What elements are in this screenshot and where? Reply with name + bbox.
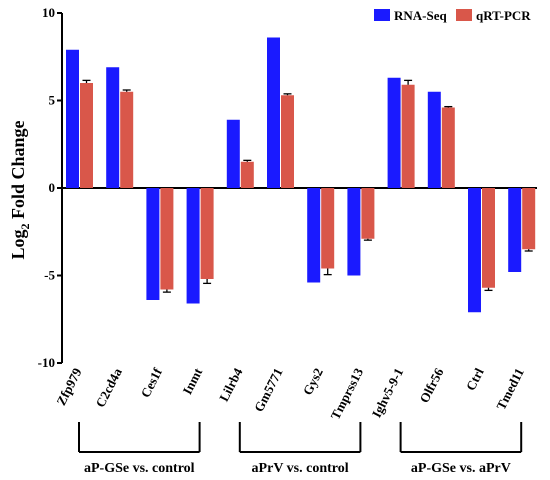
y-axis-title-rest: Fold Change bbox=[8, 120, 28, 223]
category-label: Tmed11 bbox=[493, 366, 527, 413]
bar-qrt-pcr bbox=[522, 188, 536, 250]
category-label: Ces1f bbox=[138, 365, 166, 400]
category-label: Gm5771 bbox=[251, 366, 286, 415]
y-tick-label: 5 bbox=[49, 93, 56, 108]
category-labels: Zfp979 C2cd4a Ces1f Inmt Lilrb4 Gm5771 Gys2 Tmp… bbox=[53, 365, 527, 422]
y-tick-label: -10 bbox=[38, 355, 55, 370]
bar-rna-seq bbox=[66, 49, 79, 188]
bar-rna-seq bbox=[508, 188, 522, 272]
category-label: Inmt bbox=[179, 365, 205, 397]
bar-qrt-pcr bbox=[200, 188, 214, 279]
legend-label: qRT-PCR bbox=[476, 8, 531, 23]
bar-rna-seq bbox=[468, 188, 481, 313]
y-axis-title-main: Log bbox=[8, 230, 28, 260]
bar-rna-seq bbox=[347, 188, 361, 276]
bar-rna-seq bbox=[427, 91, 441, 188]
category-label: Olfr56 bbox=[416, 365, 446, 405]
y-axis-title: Log2 Fold Change bbox=[8, 120, 32, 259]
category-label: Lilrb4 bbox=[216, 365, 246, 404]
bar-rna-seq bbox=[106, 67, 120, 188]
category-label: Ighv5-9-1 bbox=[369, 366, 407, 420]
category-label: Gys2 bbox=[300, 366, 326, 398]
y-tick-label: 10 bbox=[42, 5, 55, 20]
bar-qrt-pcr bbox=[401, 84, 415, 188]
y-axis: -10 -5 0 5 10 bbox=[38, 5, 537, 370]
group-label: aPrV vs. control bbox=[252, 461, 349, 476]
category-label: Ctrl bbox=[463, 365, 487, 393]
bar-qrt-pcr bbox=[80, 83, 93, 188]
y-tick-label: -5 bbox=[44, 268, 55, 283]
bar-qrt-pcr bbox=[482, 188, 495, 288]
y-axis-title-subscript: 2 bbox=[18, 224, 32, 230]
bar-rna-seq bbox=[387, 77, 401, 188]
bar-qrt-pcr bbox=[321, 188, 335, 269]
bar-rna-seq bbox=[307, 188, 321, 283]
category-label: C2cd4a bbox=[92, 365, 125, 410]
legend-swatch bbox=[456, 9, 472, 21]
bar-qrt-pcr bbox=[120, 91, 134, 188]
category-label: Tmprss13 bbox=[327, 365, 366, 422]
legend-swatch bbox=[374, 9, 390, 21]
bar-rna-seq bbox=[146, 188, 160, 300]
bar-qrt-pcr bbox=[281, 95, 294, 188]
legend: RNA-Seq qRT-PCR bbox=[374, 8, 531, 23]
group-label: aP-GSe vs. aPrV bbox=[411, 461, 511, 476]
category-label: Zfp979 bbox=[53, 365, 85, 408]
bar-qrt-pcr bbox=[240, 161, 254, 188]
bar-rna-seq bbox=[186, 188, 200, 304]
group-brackets: aP-GSe vs. control aPrV vs. control aP-GSe… bbox=[78, 422, 523, 476]
bar-qrt-pcr bbox=[441, 107, 455, 188]
group-label: aP-GSe vs. control bbox=[84, 461, 195, 476]
legend-label: RNA-Seq bbox=[394, 8, 447, 23]
y-tick-label: 0 bbox=[49, 180, 56, 195]
bar-qrt-pcr bbox=[361, 188, 375, 239]
bar-qrt-pcr bbox=[160, 188, 174, 290]
bars bbox=[66, 37, 536, 313]
bar-rna-seq bbox=[267, 37, 280, 188]
bar-rna-seq bbox=[226, 119, 240, 188]
